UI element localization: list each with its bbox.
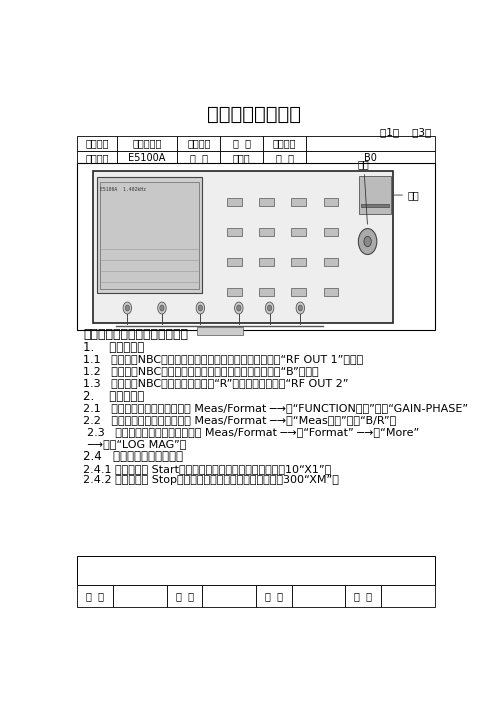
Circle shape	[160, 305, 164, 311]
Bar	[292, 585, 346, 607]
Circle shape	[198, 305, 202, 311]
Bar	[117, 135, 178, 151]
Text: 安捷伦: 安捷伦	[233, 153, 250, 164]
Text: E5100A: E5100A	[128, 153, 166, 164]
Bar	[292, 227, 306, 237]
Text: B0: B0	[364, 153, 377, 164]
Text: ─→选择“LOG MAG”。: ─→选择“LOG MAG”。	[87, 439, 186, 449]
Bar	[227, 197, 242, 206]
Bar	[359, 176, 391, 214]
Bar	[113, 585, 167, 607]
Text: 插入损失测试接线、设定方法：: 插入损失测试接线、设定方法：	[83, 328, 188, 341]
Bar	[306, 151, 435, 166]
Circle shape	[267, 305, 272, 311]
Text: 1.2   将第二条NBC测试线一端接至测试治具，别一端接仪器“B”端口。: 1.2 将第二条NBC测试线一端接至测试治具，别一端接仪器“B”端口。	[83, 366, 319, 376]
Bar	[227, 258, 242, 266]
Text: 测试项目: 测试项目	[187, 138, 211, 148]
Bar	[292, 288, 306, 296]
Bar	[227, 288, 242, 296]
Bar	[259, 288, 274, 296]
Bar	[324, 227, 338, 237]
Circle shape	[237, 305, 241, 311]
Bar	[324, 258, 338, 266]
Bar	[117, 151, 178, 166]
Bar	[77, 151, 117, 166]
Bar	[100, 182, 199, 289]
Text: 仪器名称: 仪器名称	[85, 138, 109, 148]
Text: E5100A  1.402kHz: E5100A 1.402kHz	[100, 187, 146, 192]
Bar	[259, 227, 274, 237]
Text: 1.3   将第三条NBC测试线一端接仪器“R”端，另一端接仪器“RF OUT 2”: 1.3 将第三条NBC测试线一端接仪器“R”端，另一端接仪器“RF OUT 2”	[83, 378, 349, 388]
Circle shape	[296, 302, 305, 314]
Text: 日  期: 日 期	[354, 591, 372, 601]
Bar	[93, 171, 393, 323]
Bar	[346, 585, 381, 607]
Text: 仪器设备操作规范: 仪器设备操作规范	[207, 105, 301, 124]
Circle shape	[123, 302, 131, 314]
Bar	[227, 227, 242, 237]
Text: 厂  商: 厂 商	[190, 153, 208, 164]
Bar	[77, 555, 435, 585]
Bar	[97, 177, 202, 293]
Bar	[259, 197, 274, 206]
Bar	[77, 163, 435, 330]
Bar	[292, 258, 306, 266]
Circle shape	[158, 302, 166, 314]
Bar	[263, 135, 306, 151]
Text: 2.3   测数数单位设定：按仪器面板 Meas/Format ─→按“Format” ─→按“More”: 2.3 测数数单位设定：按仪器面板 Meas/Format ─→按“Format…	[87, 427, 419, 437]
Circle shape	[265, 302, 274, 314]
Bar	[292, 197, 306, 206]
Bar	[324, 197, 338, 206]
Text: 1.1   将第一条NBC测试线一端接至测试治具，另一端接仪器“RF OUT 1”端口。: 1.1 将第一条NBC测试线一端接至测试治具，另一端接仪器“RF OUT 1”端…	[83, 355, 364, 364]
Text: 制  作: 制 作	[265, 591, 283, 601]
Bar	[77, 135, 117, 151]
Bar	[196, 327, 243, 335]
Bar	[77, 585, 113, 607]
Bar	[167, 585, 202, 607]
Bar	[259, 258, 274, 266]
Bar	[178, 151, 220, 166]
Bar	[381, 585, 435, 607]
Bar	[202, 585, 256, 607]
Text: 版  本: 版 本	[276, 153, 294, 164]
Bar	[178, 135, 220, 151]
Text: 审  核: 审 核	[176, 591, 193, 601]
Text: 2.1   测试模式设定：按仪器面板 Meas/Format ─→按“FUNCTION［］”选择“GAIN-PHASE”: 2.1 测试模式设定：按仪器面板 Meas/Format ─→按“FUNCTIO…	[83, 403, 468, 413]
Circle shape	[298, 305, 303, 311]
Circle shape	[125, 305, 129, 311]
Text: 2.    仪器的设定: 2. 仪器的设定	[83, 390, 144, 403]
Text: 特  性: 特 性	[233, 138, 251, 148]
Bar	[306, 135, 435, 151]
Text: 2.2   测试项目设定：按仪器面板 Meas/Format ─→按“Meas［］”选择“B/R”。: 2.2 测试项目设定：按仪器面板 Meas/Format ─→按“Meas［］”…	[83, 415, 396, 425]
Text: 核  准: 核 准	[86, 591, 104, 601]
Text: 网络分析仪: 网络分析仪	[132, 138, 162, 148]
Text: 旋鈕: 旋鈕	[358, 159, 370, 224]
Bar	[220, 151, 263, 166]
Text: 软驱: 软驱	[394, 190, 420, 200]
Text: 仪器型号: 仪器型号	[85, 153, 109, 164]
Circle shape	[235, 302, 243, 314]
Bar	[324, 288, 338, 296]
Circle shape	[359, 229, 377, 255]
Text: 2.4.1 按仪器面板 Start，按数字面板键输入起始频率，如：10“X1”。: 2.4.1 按仪器面板 Start，按数字面板键输入起始频率，如：10“X1”。	[83, 463, 331, 474]
Text: 1.    仪器的接线: 1. 仪器的接线	[83, 341, 144, 354]
Text: 2.4   起始与结束顿率设定：: 2.4 起始与结束顿率设定：	[83, 450, 183, 463]
Text: 第1页    共3页: 第1页 共3页	[380, 127, 431, 137]
Bar	[256, 585, 292, 607]
Bar	[361, 204, 389, 208]
Text: 文件编号: 文件编号	[273, 138, 297, 148]
Circle shape	[364, 237, 372, 246]
Bar	[263, 151, 306, 166]
Text: 2.4.2 按仪器面板 Stop，按数字面板键输入结束频率，如：300“XM”。: 2.4.2 按仪器面板 Stop，按数字面板键输入结束频率，如：300“XM”。	[83, 475, 339, 486]
Bar	[220, 135, 263, 151]
Circle shape	[196, 302, 205, 314]
